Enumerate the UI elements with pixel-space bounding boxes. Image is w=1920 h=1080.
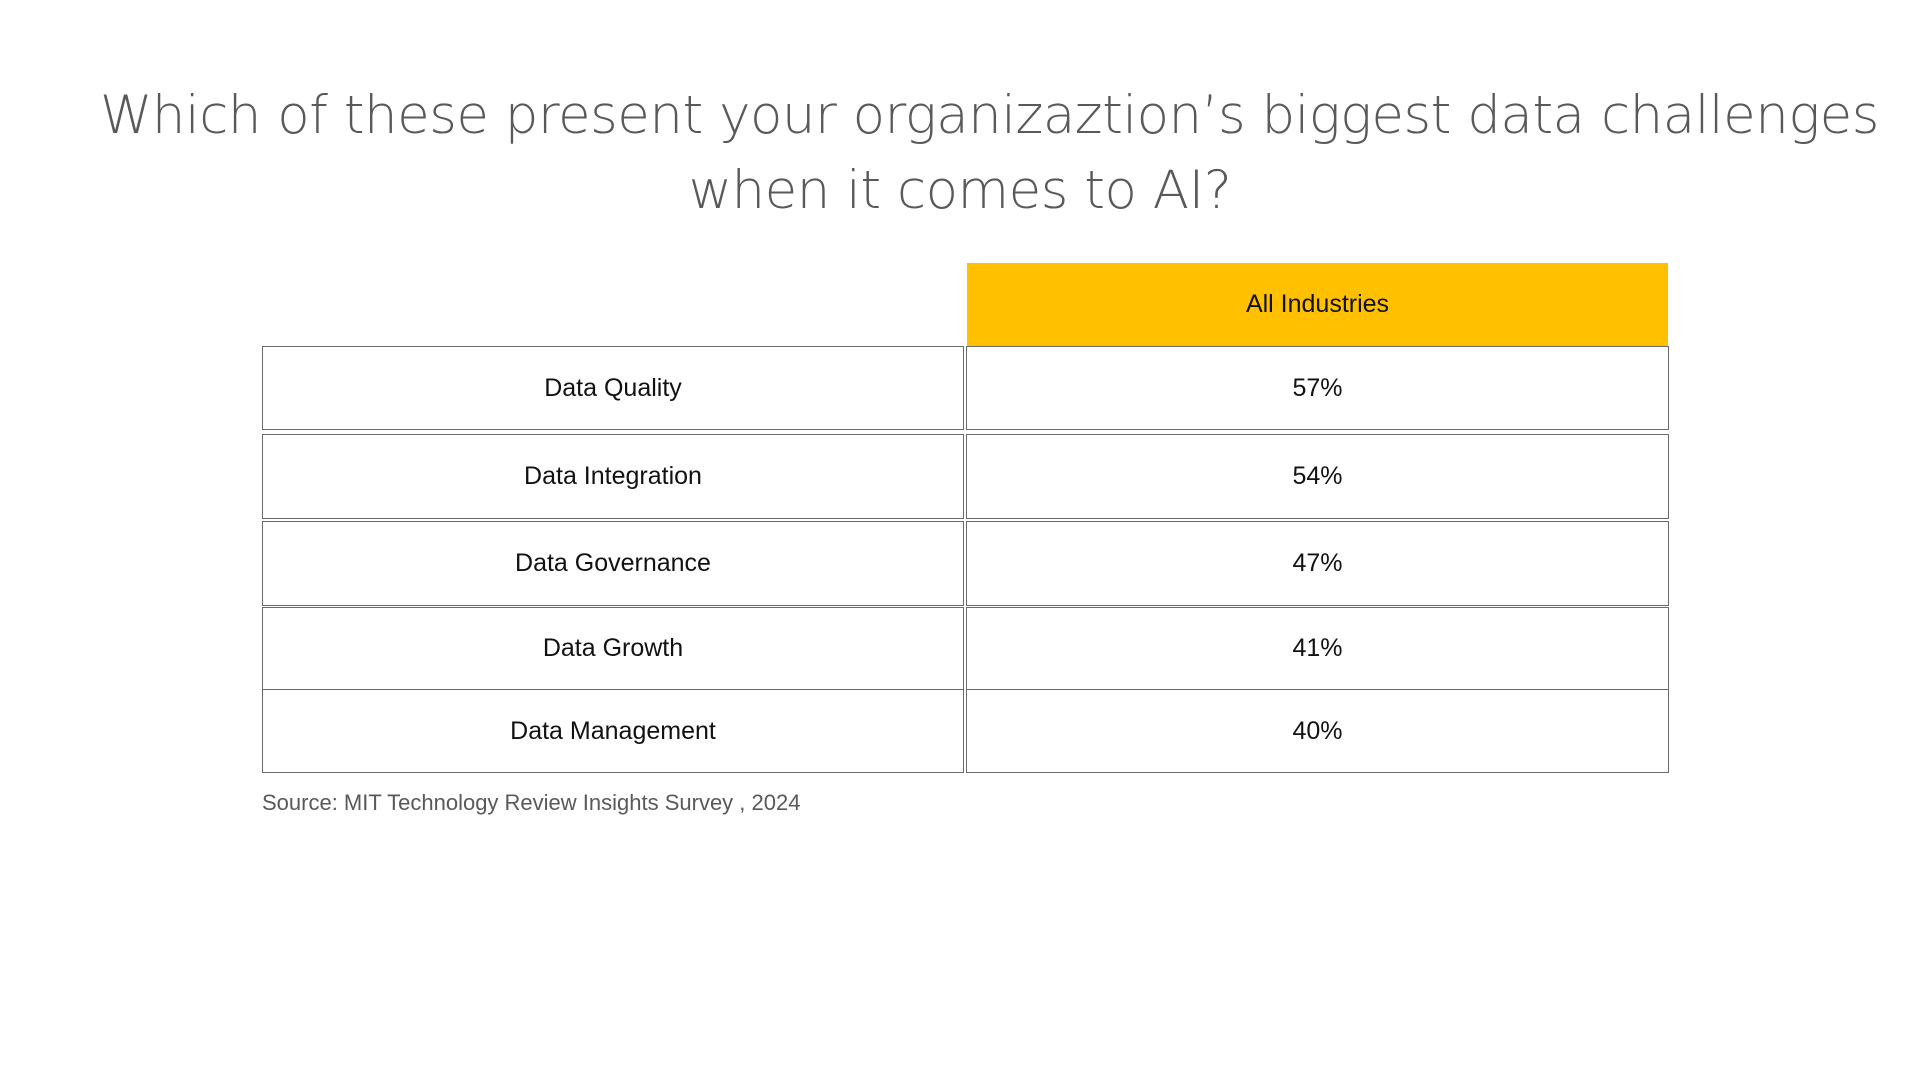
- row-value-data-growth: 41%: [966, 607, 1669, 690]
- row-label-data-integration: Data Integration: [262, 434, 964, 519]
- row-label-data-management: Data Management: [262, 689, 964, 773]
- row-label-data-quality: Data Quality: [262, 346, 964, 430]
- title-line-2: when it comes to AI?: [688, 160, 1232, 221]
- slide-title: Which of these present your organizaztio…: [100, 78, 1879, 228]
- column-header-all-industries: All Industries: [967, 263, 1668, 346]
- row-label-data-governance: Data Governance: [262, 521, 964, 606]
- row-value-data-integration: 54%: [966, 434, 1669, 519]
- row-value-data-management: 40%: [966, 689, 1669, 773]
- source-note: Source: MIT Technology Review Insights S…: [262, 790, 801, 815]
- row-value-data-governance: 47%: [966, 521, 1669, 606]
- row-label-data-growth: Data Growth: [262, 607, 964, 690]
- title-line-1: Which of these present your organizaztio…: [100, 85, 1879, 146]
- row-value-data-quality: 57%: [966, 346, 1669, 430]
